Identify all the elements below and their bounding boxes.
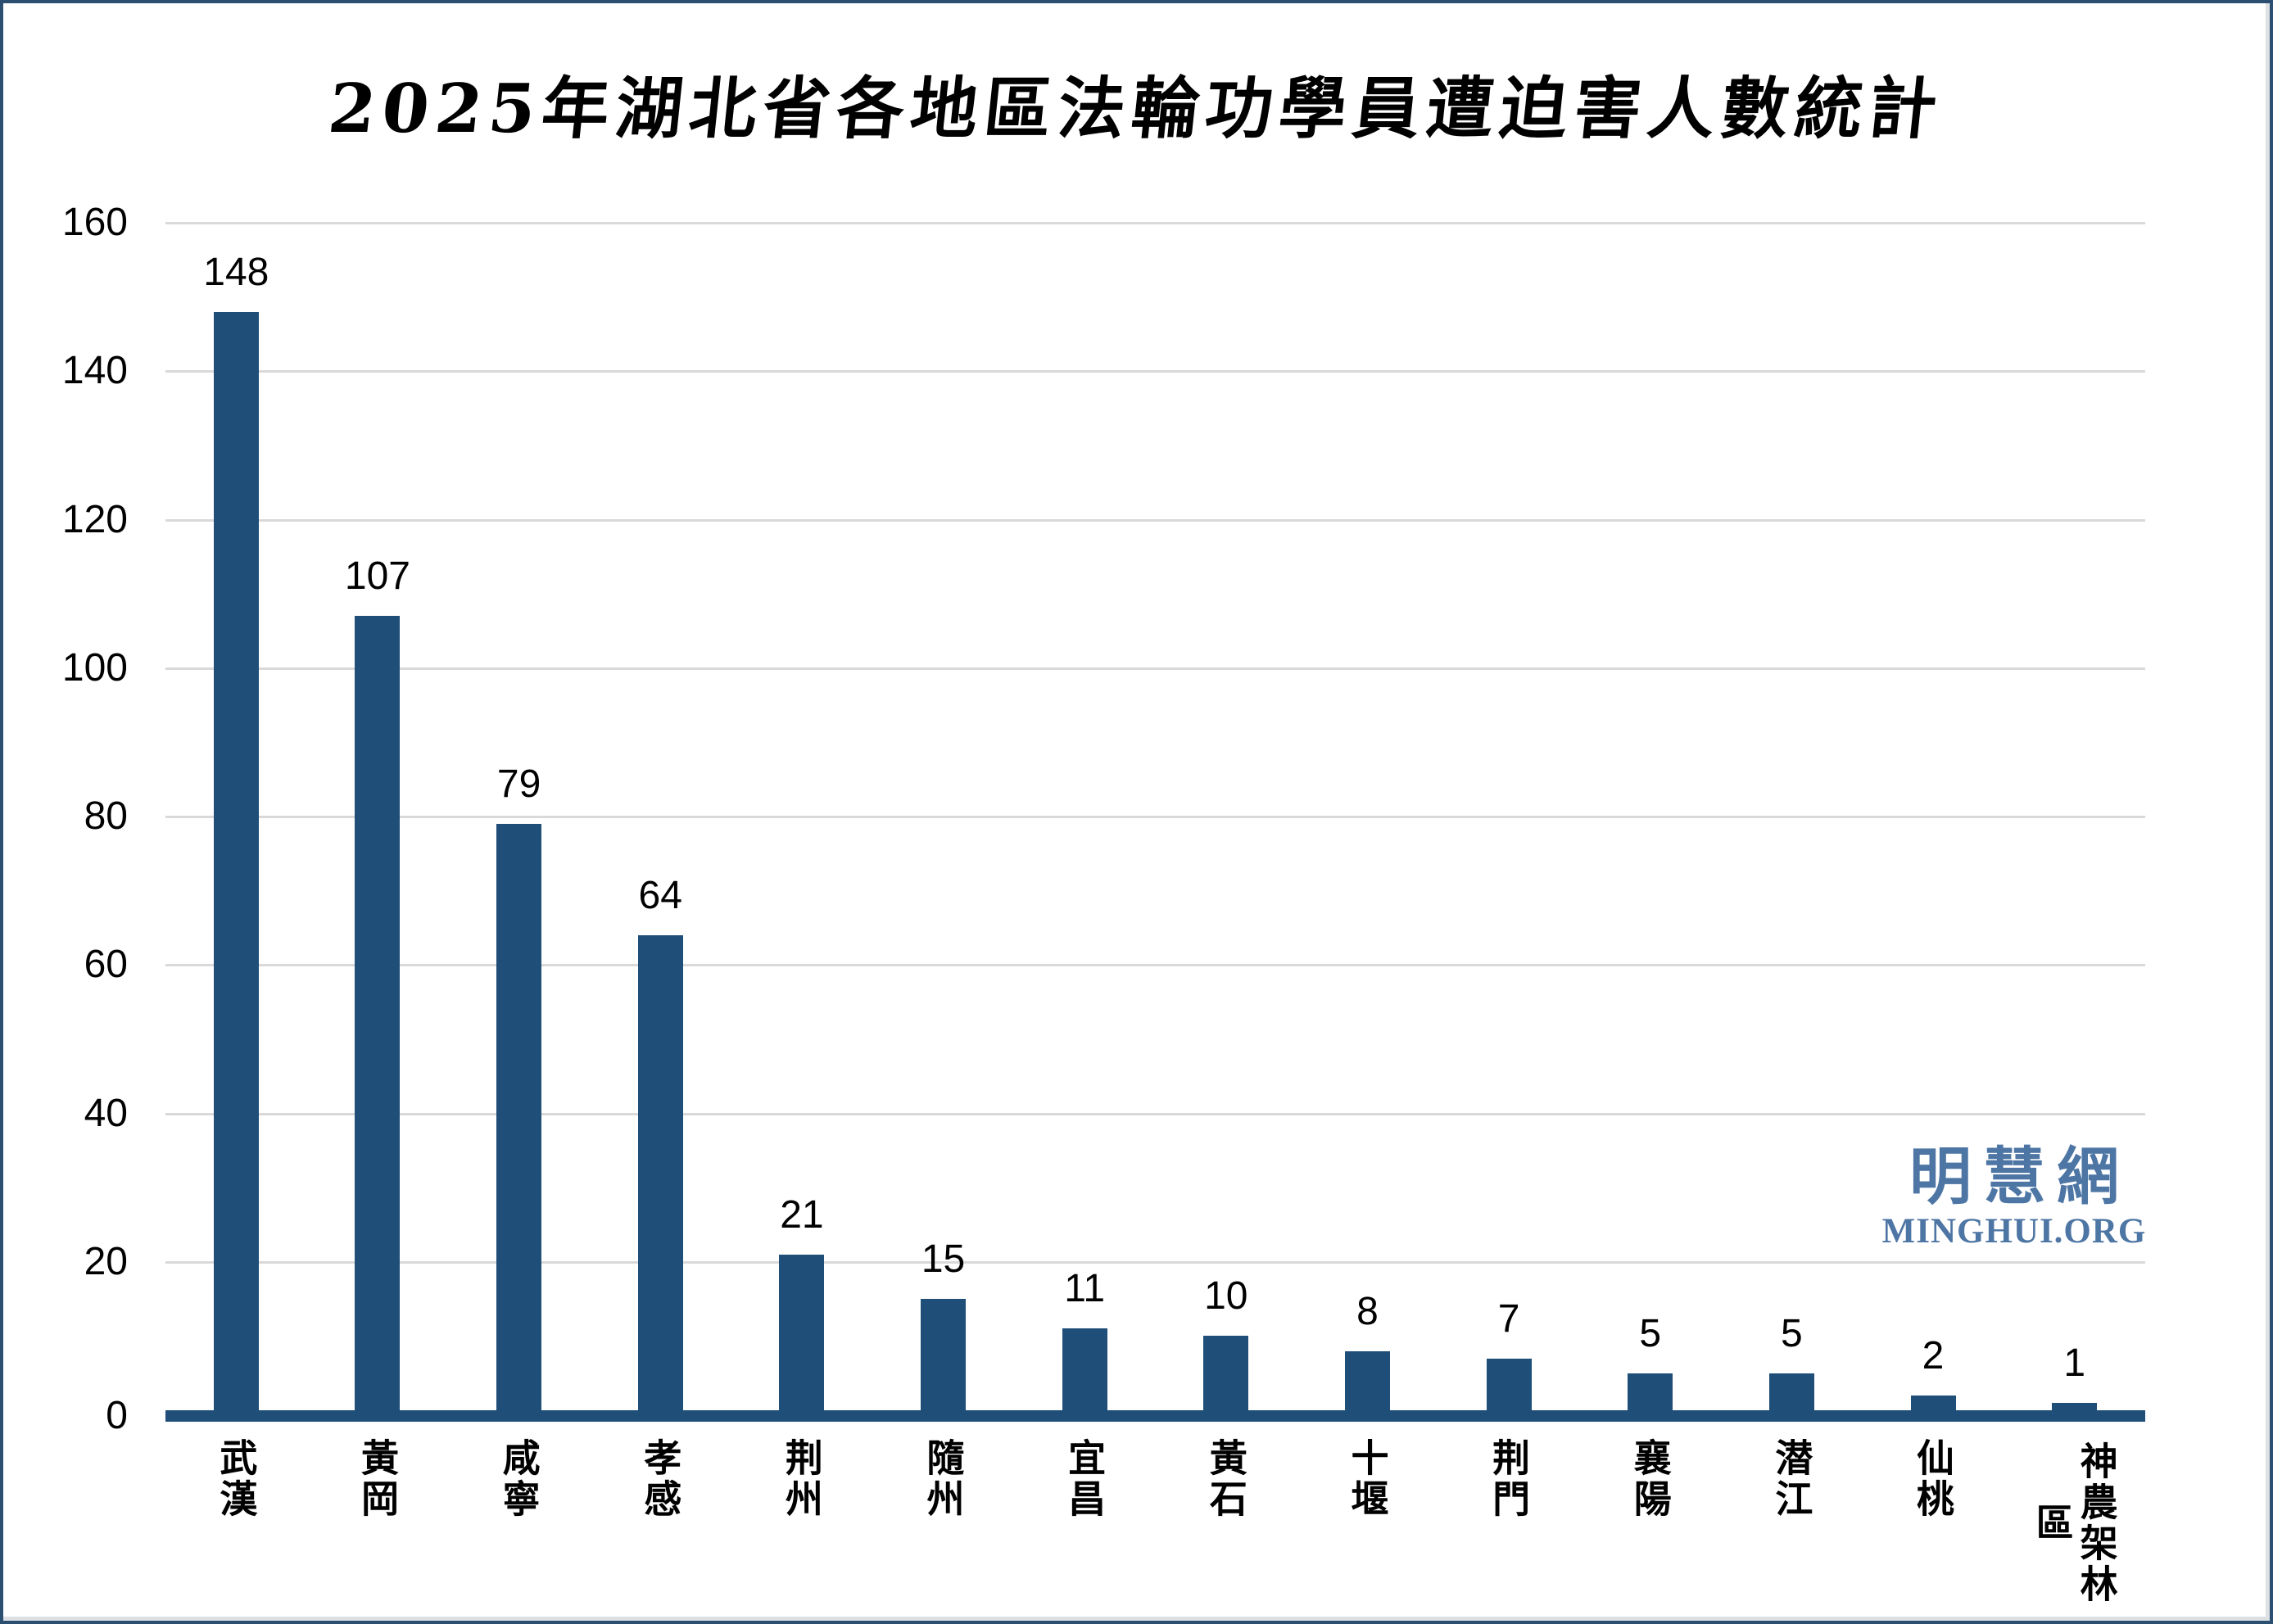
bar-荆州: [779, 1254, 825, 1410]
x-tick-label-text: 黃岡: [355, 1438, 400, 1520]
bar-潜江: [1768, 1373, 1814, 1410]
bar-襄陽: [1628, 1373, 1673, 1410]
bar-value-潜江: 5: [1781, 1311, 1803, 1355]
x-tick-label-武漢: 武漢: [146, 1438, 326, 1614]
bar-value-黃岡: 107: [344, 554, 410, 599]
x-tick-label-text: 荆州: [779, 1438, 824, 1520]
x-tick-label-text: 神農架林區: [2030, 1441, 2119, 1605]
y-gridline-140: [165, 370, 2145, 373]
bar-value-荆門: 7: [1497, 1296, 1520, 1341]
x-tick-label-text: 孝感: [638, 1438, 683, 1520]
bar-value-神農架林區: 1: [2063, 1341, 2086, 1385]
bar-黃石: [1203, 1336, 1249, 1410]
y-gridline-120: [165, 518, 2145, 522]
bar-咸寧: [496, 824, 542, 1410]
x-tick-label-黃岡: 黃岡: [288, 1438, 468, 1614]
bar-武漢: [213, 311, 259, 1410]
minghui-watermark-url: MINGHUI.ORG: [1881, 1212, 2147, 1251]
y-tick-label-120: 120: [61, 497, 128, 541]
x-tick-label-text: 十堰: [1345, 1438, 1390, 1520]
bar-value-黃石: 10: [1204, 1274, 1248, 1319]
y-gridline-160: [165, 222, 2145, 224]
x-tick-label-text: 宜昌: [1062, 1438, 1107, 1520]
bar-value-隨州: 15: [921, 1237, 966, 1282]
x-tick-label-孝感: 孝感: [570, 1438, 750, 1614]
bar-荆門: [1486, 1358, 1532, 1410]
bar-value-荆州: 21: [780, 1192, 824, 1237]
x-tick-label-咸寧: 咸寧: [429, 1438, 609, 1614]
x-tick-label-神農架林區: 神農架林區: [1985, 1438, 2165, 1614]
bar-value-宜昌: 11: [1064, 1267, 1106, 1311]
bar-value-咸寧: 79: [496, 762, 541, 807]
x-tick-label-text: 武漢: [214, 1438, 259, 1520]
bar-宜昌: [1062, 1328, 1107, 1410]
y-tick-label-160: 160: [61, 201, 128, 244]
x-tick-label-text: 潜江: [1769, 1438, 1814, 1520]
plot-area: 0 20 40 60 80 100 120 140 160 148 武漢 107 黃岡 79 咸寧 64 孝感 2…: [3, 3, 2270, 1621]
y-gridline-100: [165, 667, 2145, 670]
y-tick-label-80: 80: [84, 794, 128, 838]
x-axis-line: [165, 1410, 2145, 1422]
bar-十堰: [1344, 1350, 1390, 1410]
y-tick-label-140: 140: [61, 349, 128, 393]
bar-value-十堰: 8: [1356, 1289, 1379, 1333]
x-tick-label-text: 黃石: [1203, 1438, 1248, 1520]
x-tick-label-潜江: 潜江: [1701, 1438, 1881, 1614]
x-tick-label-text: 咸寧: [496, 1438, 541, 1520]
y-gridline-80: [165, 816, 2145, 818]
x-tick-label-十堰: 十堰: [1277, 1438, 1457, 1614]
bar-value-武漢: 148: [203, 250, 269, 294]
bar-神農架林區: [2052, 1402, 2098, 1410]
x-tick-label-隨州: 隨州: [854, 1438, 1034, 1614]
y-tick-label-100: 100: [61, 645, 128, 690]
bar-孝感: [637, 935, 683, 1410]
bar-黃岡: [355, 616, 401, 1410]
x-tick-label-荆州: 荆州: [712, 1438, 892, 1614]
bar-value-仙桃: 2: [1922, 1333, 1945, 1377]
x-tick-label-荆門: 荆門: [1419, 1438, 1599, 1614]
bar-隨州: [921, 1299, 967, 1410]
y-gridline-40: [165, 1112, 2145, 1115]
x-tick-label-text: 襄陽: [1628, 1438, 1673, 1520]
x-tick-label-text: 隨州: [921, 1438, 966, 1520]
bar-value-孝感: 64: [638, 874, 682, 917]
y-gridline-20: [165, 1260, 2145, 1264]
x-tick-label-宜昌: 宜昌: [994, 1438, 1175, 1614]
y-tick-label-0: 0: [106, 1394, 128, 1437]
x-tick-label-text: 荆門: [1487, 1438, 1532, 1520]
x-tick-label-黃石: 黃石: [1136, 1438, 1316, 1614]
bar-仙桃: [1910, 1395, 1956, 1410]
minghui-watermark: 明慧網 MINGHUI.ORG: [1863, 1143, 2166, 1251]
x-tick-label-仙桃: 仙桃: [1843, 1438, 2023, 1614]
y-gridline-60: [165, 964, 2145, 967]
y-tick-label-60: 60: [84, 943, 128, 987]
x-tick-label-text: 仙桃: [1911, 1438, 1956, 1520]
y-tick-label-20: 20: [84, 1239, 128, 1283]
minghui-watermark-cjk: 明慧網: [1909, 1140, 2130, 1213]
bar-value-襄陽: 5: [1639, 1311, 1662, 1355]
x-tick-label-襄陽: 襄陽: [1560, 1438, 1741, 1614]
y-tick-label-40: 40: [84, 1091, 128, 1135]
